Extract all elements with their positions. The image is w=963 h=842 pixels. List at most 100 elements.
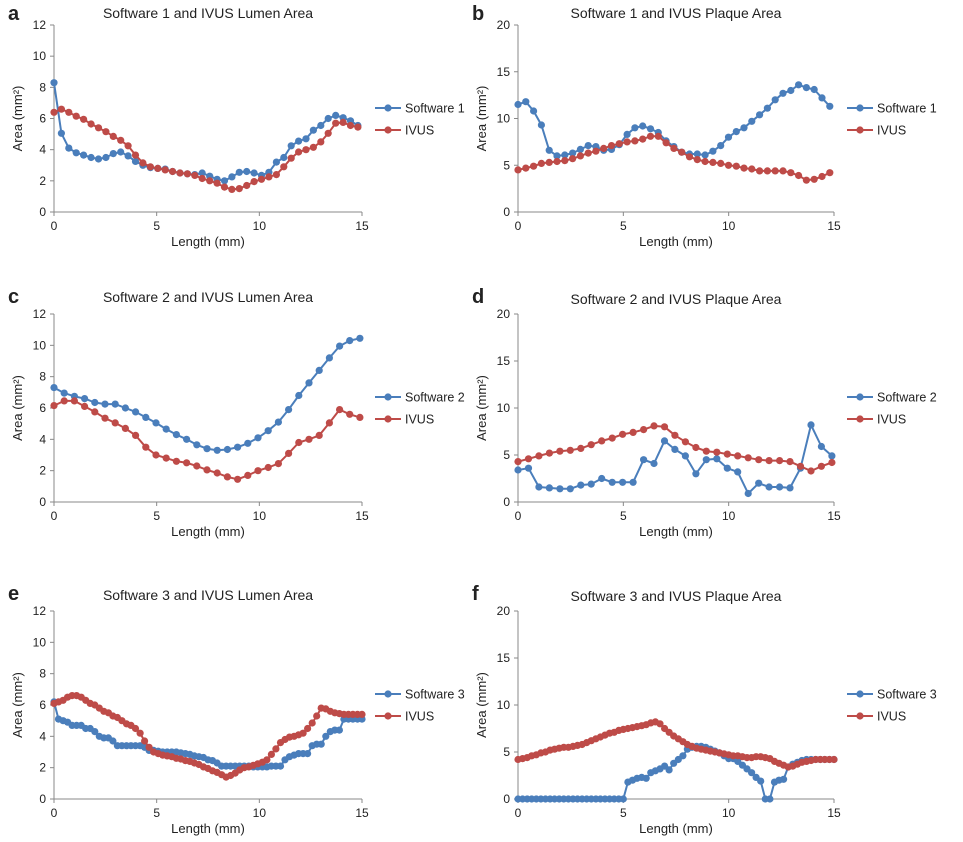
data-point (701, 157, 709, 166)
chart-panel-d: d Software 2 and IVUS Plaque Area 0 5 10 15 20… (472, 286, 937, 539)
x-axis-label: Length (mm) (171, 234, 245, 249)
chart-panel-e: e Software 3 and IVUS Lumen Area 0 2 4 6 8 10 12… (8, 583, 465, 836)
data-point (681, 452, 690, 460)
data-point (734, 452, 742, 460)
data-point (530, 162, 538, 170)
data-point (172, 457, 180, 465)
data-point (162, 425, 170, 433)
data-point (152, 451, 160, 459)
data-point (244, 439, 252, 447)
x-axis-label: Length (mm) (639, 524, 713, 539)
data-point (272, 745, 280, 753)
data-point (325, 354, 333, 362)
y-tick-label: 12 (33, 604, 47, 618)
data-point (354, 123, 362, 131)
data-point (545, 146, 553, 154)
data-point (101, 414, 109, 422)
data-point (787, 86, 795, 95)
data-point (723, 464, 731, 472)
data-point (717, 142, 725, 150)
y-tick-label: 15 (497, 651, 511, 665)
data-point (763, 167, 772, 175)
data-point (553, 152, 561, 160)
y-tick-label: 0 (39, 495, 46, 509)
data-point (796, 462, 805, 470)
data-point (756, 111, 764, 119)
data-point (656, 720, 664, 728)
x-tick-label: 10 (253, 806, 267, 820)
data-point (317, 121, 325, 130)
data-point (193, 462, 201, 470)
data-point (358, 710, 366, 719)
data-point (537, 159, 546, 167)
series-line (53, 337, 361, 452)
data-point (702, 456, 710, 464)
y-tick-label: 12 (33, 18, 47, 32)
legend-item: IVUS (375, 710, 434, 724)
data-point (142, 413, 150, 421)
data-point (577, 444, 585, 452)
data-point (830, 755, 838, 764)
data-point (744, 489, 752, 498)
data-point (145, 743, 153, 751)
data-point (154, 164, 162, 172)
data-point (619, 478, 627, 486)
data-point (545, 158, 553, 166)
data-point (755, 479, 763, 487)
data-point (111, 400, 119, 408)
data-point (810, 85, 818, 94)
data-point (60, 389, 68, 397)
data-point (109, 150, 117, 158)
legend-item: Software 1 (375, 102, 465, 116)
data-point (802, 176, 811, 184)
data-point (587, 480, 595, 488)
data-point (299, 729, 307, 737)
data-point (94, 124, 103, 132)
x-tick-label: 10 (722, 509, 736, 523)
data-point (87, 153, 95, 162)
x-tick-label: 0 (515, 806, 522, 820)
data-point (662, 139, 670, 147)
data-point (681, 438, 690, 446)
y-tick-label: 5 (503, 158, 510, 172)
chart-title: Software 2 and IVUS Plaque Area (571, 291, 782, 307)
data-point (522, 164, 530, 172)
legend-label: IVUS (877, 413, 906, 427)
x-tick-label: 15 (355, 509, 369, 523)
data-point (660, 423, 669, 431)
x-tick-label: 0 (51, 806, 58, 820)
legend-item: Software 2 (847, 391, 937, 405)
series-ivus (514, 422, 836, 475)
data-point (732, 128, 740, 136)
data-point (131, 151, 140, 159)
chart-panel-c: c Software 2 and IVUS Lumen Area 0 2 4 6 8 10 12… (8, 286, 465, 539)
x-tick-label: 5 (620, 806, 627, 820)
data-point (723, 450, 731, 458)
data-point (779, 89, 787, 97)
data-point (220, 183, 229, 191)
data-point (213, 446, 221, 454)
x-tick-label: 10 (253, 509, 267, 523)
data-point (346, 121, 355, 130)
legend-label: Software 2 (405, 391, 465, 405)
data-point (206, 177, 214, 185)
data-point (577, 481, 585, 489)
data-point (748, 769, 756, 777)
data-point (576, 152, 585, 160)
data-point (569, 155, 577, 163)
data-point (748, 117, 756, 125)
data-point (81, 402, 89, 410)
data-point (623, 130, 631, 138)
y-tick-label: 12 (33, 307, 47, 321)
data-point (169, 167, 177, 176)
data-point (109, 132, 117, 140)
data-point (670, 144, 678, 152)
data-point (646, 132, 655, 140)
data-point (566, 446, 574, 454)
legend-marker (856, 393, 864, 401)
y-tick-label: 10 (497, 401, 511, 415)
legend-marker (384, 415, 392, 423)
data-point (102, 153, 110, 162)
data-point (254, 467, 262, 475)
x-tick-label: 5 (620, 509, 627, 523)
